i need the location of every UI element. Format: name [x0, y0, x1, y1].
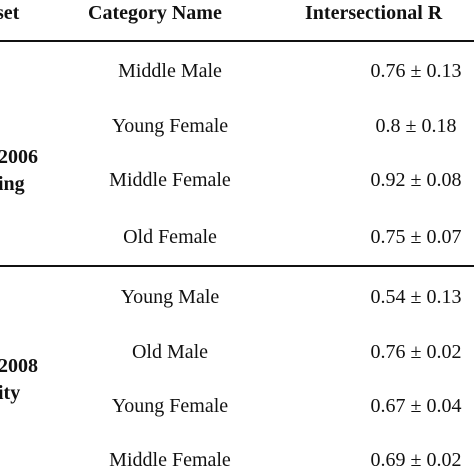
- value-cell: 0.92 ± 0.08: [370, 169, 462, 191]
- table-row: Young Female 0.8 ± 0.18: [0, 115, 474, 141]
- dataset-label-line2: ity: [0, 382, 21, 404]
- table-row: Middle Female 0.69 ± 0.02: [0, 449, 474, 475]
- category-cell: Young Female: [111, 395, 229, 417]
- category-cell: Middle Female: [109, 449, 231, 471]
- category-cell: Young Male: [120, 286, 220, 308]
- table-row: Middle Male 0.76 ± 0.13: [0, 60, 474, 86]
- value-cell: 0.76 ± 0.13: [370, 60, 462, 82]
- value-cell: 0.54 ± 0.13: [370, 286, 462, 308]
- dataset-label-line1: 2008: [0, 355, 38, 377]
- header-category-name: Category Name: [88, 2, 222, 24]
- dataset-label-line2: ing: [0, 173, 25, 195]
- header-divider: [0, 40, 474, 42]
- table-row: Old Male 0.76 ± 0.02: [0, 341, 474, 367]
- header-intersectional: Intersectional R: [305, 2, 443, 24]
- category-cell: Middle Male: [118, 60, 222, 82]
- category-cell: Old Male: [131, 341, 209, 363]
- table-row: Middle Female 0.92 ± 0.08: [0, 169, 474, 195]
- value-cell: 0.75 ± 0.07: [370, 226, 462, 248]
- table-row: Old Female 0.75 ± 0.07: [0, 226, 474, 252]
- value-cell: 0.69 ± 0.02: [370, 449, 462, 471]
- table-row: Young Female 0.67 ± 0.04: [0, 395, 474, 421]
- value-cell: 0.67 ± 0.04: [370, 395, 462, 417]
- category-cell: Old Female: [123, 226, 217, 248]
- category-cell: Young Female: [111, 115, 229, 137]
- header-dataset: set: [0, 2, 20, 24]
- dataset-label-line1: 2006: [0, 146, 38, 168]
- value-cell: 0.8 ± 0.18: [375, 115, 457, 137]
- group-divider: [0, 265, 474, 267]
- value-cell: 0.76 ± 0.02: [370, 341, 462, 363]
- category-cell: Middle Female: [109, 169, 231, 191]
- table-row: Young Male 0.54 ± 0.13: [0, 286, 474, 312]
